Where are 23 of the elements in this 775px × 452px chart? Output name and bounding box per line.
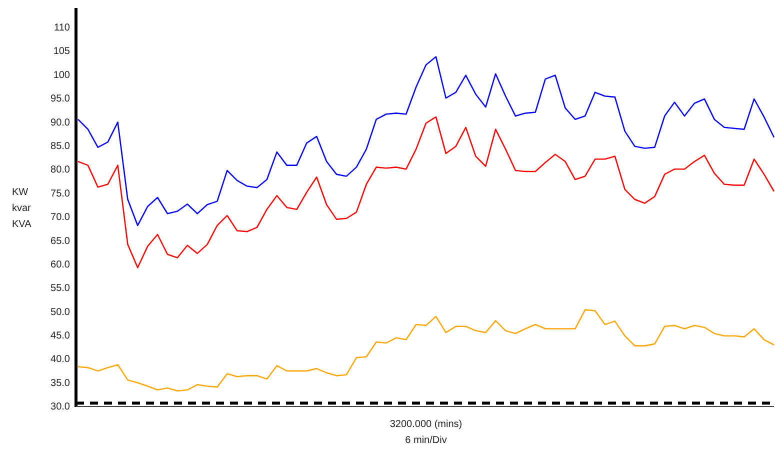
y-tick-label: 30.0 xyxy=(50,402,70,413)
y-tick-label: 35.0 xyxy=(50,378,70,389)
y-tick-label: 90.0 xyxy=(50,117,70,128)
line-series xyxy=(77,116,775,268)
y-tick-label: 65.0 xyxy=(50,236,70,247)
y-tick-label: 80.0 xyxy=(50,164,70,176)
y-tick-label: 105 xyxy=(53,46,70,58)
y-axis-title: KW kvar KVA xyxy=(12,187,32,230)
y-tick-label: 45.0 xyxy=(50,330,70,342)
y-tick-label: 85.0 xyxy=(50,141,70,152)
text: 6 min/Div xyxy=(405,435,447,446)
line-series xyxy=(77,56,775,226)
y-tick-label: 55.0 xyxy=(50,283,70,294)
y-tick-label: 50.0 xyxy=(50,306,70,318)
y-tick-label: 70.0 xyxy=(50,212,70,224)
y-tick-label: 110 xyxy=(54,22,70,34)
y-tick-label: 40.0 xyxy=(50,354,70,366)
y-tick-label: 95.0 xyxy=(50,94,70,105)
y-tick-label: 75.0 xyxy=(50,188,70,200)
line-series xyxy=(77,309,775,392)
y-tick-label: 100 xyxy=(53,70,70,81)
x-axis-title: 3200.000 (mins) xyxy=(390,419,462,430)
y-tick-label: 60.0 xyxy=(50,259,70,270)
